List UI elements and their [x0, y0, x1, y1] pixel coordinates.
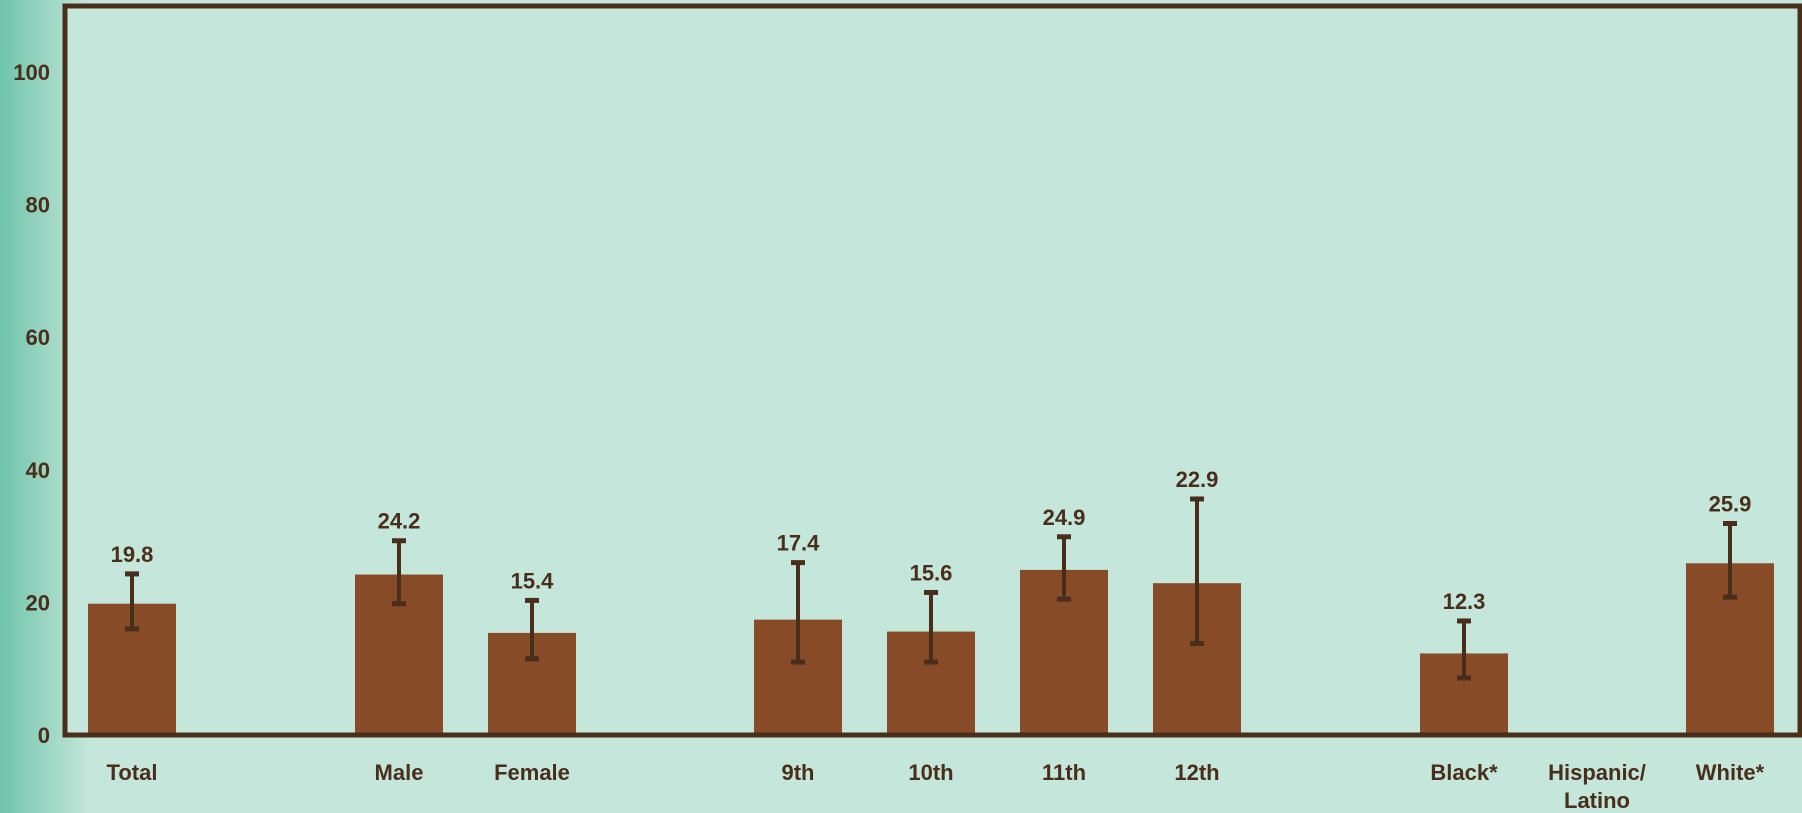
y-tick-labels: 0 20 40 60 80 100	[13, 60, 50, 748]
x-tick-label-5: 11th	[1042, 760, 1086, 785]
value-label-1: 24.2	[378, 509, 421, 534]
bars	[88, 563, 1774, 735]
value-label-0: 19.8	[111, 542, 154, 567]
plot-frame	[62, 3, 1802, 738]
x-tick-label-4: 10th	[908, 760, 953, 785]
value-label-3: 17.4	[777, 531, 821, 556]
error-bar-4	[924, 589, 938, 665]
error-bar-6	[1190, 496, 1204, 647]
y-tick-label-40: 40	[26, 458, 50, 483]
x-tick-label-8: Hispanic/Latino	[1548, 760, 1646, 813]
error-bar-2	[525, 597, 539, 662]
value-label-6: 22.9	[1176, 467, 1219, 492]
x-tick-label-9: White*	[1696, 760, 1765, 785]
value-labels: 19.8 24.2 15.4 17.4 15.6 24.9 22.9 12.3 25.9	[111, 467, 1752, 614]
x-tick-labels: Total Male Female 9th 10th 11th 12th Black* Hisp…	[107, 760, 1765, 813]
y-tick-label-0: 0	[38, 723, 50, 748]
error-bar-3	[791, 560, 805, 665]
error-bars	[125, 496, 1737, 681]
value-label-4: 15.6	[910, 560, 953, 585]
y-tick-label-80: 80	[26, 193, 50, 218]
y-tick-label-100: 100	[13, 60, 50, 85]
x-tick-label-7: Black*	[1430, 760, 1498, 785]
value-label-5: 24.9	[1043, 505, 1086, 530]
x-tick-label-0: Total	[107, 760, 158, 785]
value-label-2: 15.4	[511, 568, 555, 593]
x-tick-label-2: Female	[494, 760, 570, 785]
error-bar-1	[392, 538, 406, 607]
error-bar-5	[1057, 534, 1071, 602]
error-bar-9	[1723, 521, 1737, 600]
x-tick-label-1: Male	[375, 760, 424, 785]
y-tick-label-20: 20	[26, 590, 50, 615]
x-tick-label-3: 9th	[782, 760, 815, 785]
error-bar-7	[1457, 618, 1471, 681]
x-tick-label-6: 12th	[1174, 760, 1219, 785]
value-label-7: 12.3	[1443, 589, 1486, 614]
error-bar-0	[125, 571, 139, 632]
value-label-9: 25.9	[1709, 492, 1752, 517]
y-tick-label-60: 60	[26, 325, 50, 350]
